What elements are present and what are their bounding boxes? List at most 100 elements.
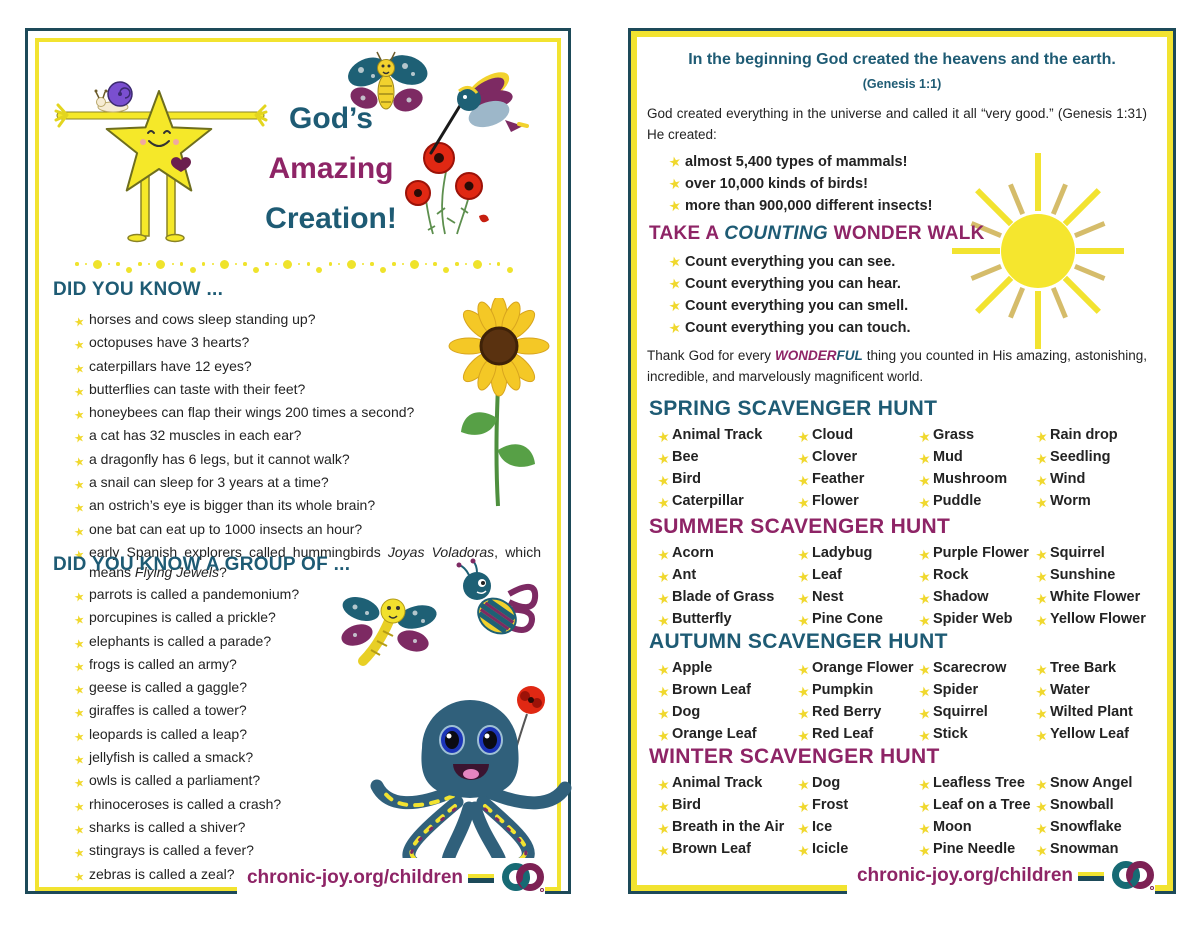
star-bullet-icon <box>914 585 935 610</box>
sun-illustration <box>952 153 1124 349</box>
star-bullet-icon <box>67 354 91 381</box>
hunt-item: Tree Bark <box>1033 658 1159 680</box>
bee-illustration <box>456 558 539 635</box>
hunt-item: Pine Needle <box>916 839 1033 861</box>
star-bullet-icon <box>793 700 814 725</box>
poppy-icon <box>510 686 545 769</box>
hunt-item: Shadow <box>916 587 1033 609</box>
star-bullet-icon <box>914 563 935 588</box>
hunt-item: Spider <box>916 680 1033 702</box>
star-bullet-icon <box>793 722 814 747</box>
hunt-item: Squirrel <box>916 702 1033 724</box>
star-bullet-icon <box>653 541 674 566</box>
hunt-item: Wilted Plant <box>1033 702 1159 724</box>
fact-item: jellyfish is called a smack? <box>69 747 299 770</box>
fact-item: zebras is called a zeal? <box>69 864 299 887</box>
hunt-item: Leafless Tree <box>916 773 1033 795</box>
star-bullet-icon <box>914 607 935 632</box>
hunt-item: Blade of Grass <box>655 587 795 609</box>
star-bullet-icon <box>914 467 935 492</box>
star-bullet-icon <box>653 585 674 610</box>
star-bullet-icon <box>1031 793 1052 818</box>
star-bullet-icon <box>914 656 935 681</box>
star-bullet-icon <box>653 700 674 725</box>
star-bullet-icon <box>663 171 687 197</box>
creation-item: over 10,000 kinds of birds! <box>665 173 932 195</box>
star-bullet-icon <box>67 307 91 334</box>
star-bullet-icon <box>663 271 687 297</box>
fact-item: butterflies can taste with their feet? <box>69 379 541 402</box>
fact-item: rhinoceroses is called a crash? <box>69 794 299 817</box>
star-bullet-icon <box>67 629 91 656</box>
star-bullet-icon <box>1031 678 1052 703</box>
footer-line <box>1078 871 1104 881</box>
star-bullet-icon <box>793 489 814 514</box>
hunt-item: Snowball <box>1033 795 1159 817</box>
hunt-item: Orange Leaf <box>655 724 795 746</box>
chronic-joy-rings-logo-icon <box>1112 861 1154 890</box>
hunt-item: Leaf <box>795 565 916 587</box>
autumn-hunt-grid: Apple Orange Flower Scarecrow Tree Bark … <box>655 658 1159 746</box>
title-line-3: Creation! <box>265 202 397 235</box>
fact-item: one bat can eat up to 1000 insects an ho… <box>69 519 541 542</box>
wonder-walk-item: Count everything you can see. <box>665 251 911 273</box>
thanks-paragraph: Thank God for every WONDERFUL thing you … <box>647 348 1147 384</box>
title-line-1: God’s <box>289 102 373 135</box>
star-bullet-icon <box>1031 607 1052 632</box>
hunt-item: Snow Angel <box>1033 773 1159 795</box>
star-bullet-icon <box>914 541 935 566</box>
star-bullet-icon <box>67 652 91 679</box>
star-bullet-icon <box>653 467 674 492</box>
fact-item: geese is called a gaggle? <box>69 677 299 700</box>
hunt-item: Ant <box>655 565 795 587</box>
hunt-item: Breath in the Air <box>655 817 795 839</box>
page-left: God’s Amazing Creation! <box>25 28 572 898</box>
hunt-item: Moon <box>916 817 1033 839</box>
hunt-item: Grass <box>916 425 1033 447</box>
star-bullet-icon <box>793 771 814 796</box>
star-bullet-icon <box>653 423 674 448</box>
page-left-inner-border: God’s Amazing Creation! <box>35 38 572 898</box>
fact-item: horses and cows sleep standing up? <box>69 309 541 332</box>
wonder-walk-item: Count everything you can hear. <box>665 273 911 295</box>
star-bullet-icon <box>793 563 814 588</box>
dragonfly-illustration <box>341 597 437 666</box>
star-bullet-icon <box>67 330 91 357</box>
footer-url-link[interactable]: chronic-joy.org/children <box>246 867 463 888</box>
hunt-item: Frost <box>795 795 916 817</box>
hunt-item: Butterfly <box>655 609 795 631</box>
star-bullet-icon <box>793 837 814 862</box>
hunt-item: Yellow Leaf <box>1033 724 1159 746</box>
star-bullet-icon <box>67 605 91 632</box>
fact-item: stingrays is called a fever? <box>69 840 299 863</box>
star-bullet-icon <box>67 582 91 609</box>
hunt-item: Orange Flower <box>795 658 916 680</box>
star-bullet-icon <box>653 771 674 796</box>
footer-url-link[interactable]: chronic-joy.org/children <box>856 865 1073 886</box>
dotted-divider <box>75 257 513 273</box>
star-bullet-icon <box>653 656 674 681</box>
star-bullet-icon <box>653 445 674 470</box>
hunt-item: Bird <box>655 469 795 491</box>
star-bullet-icon <box>793 423 814 448</box>
star-bullet-icon <box>67 792 91 819</box>
wonder-walk-item: Count everything you can touch. <box>665 317 911 339</box>
hunt-item: Snowflake <box>1033 817 1159 839</box>
star-bullet-icon <box>1031 467 1052 492</box>
spring-hunt-grid: Animal Track Cloud Grass Rain drop Bee C… <box>655 425 1159 513</box>
fact-item: sharks is called a shiver? <box>69 817 299 840</box>
hunt-item: Apple <box>655 658 795 680</box>
star-bullet-icon <box>914 678 935 703</box>
verse-reference: (Genesis 1:1) <box>862 77 942 91</box>
star-bullet-icon <box>663 149 687 175</box>
star-bullet-icon <box>653 815 674 840</box>
butterfly-illustration <box>348 51 428 112</box>
hunt-item: Animal Track <box>655 425 795 447</box>
fact-item: a snail can sleep for 3 years at a time? <box>69 472 541 495</box>
fact-item: elephants is called a parade? <box>69 631 299 654</box>
hunt-item: Animal Track <box>655 773 795 795</box>
verse-heading: In the beginning God created the heavens… <box>688 51 1116 68</box>
hunt-item: Squirrel <box>1033 543 1159 565</box>
star-bullet-icon <box>793 656 814 681</box>
